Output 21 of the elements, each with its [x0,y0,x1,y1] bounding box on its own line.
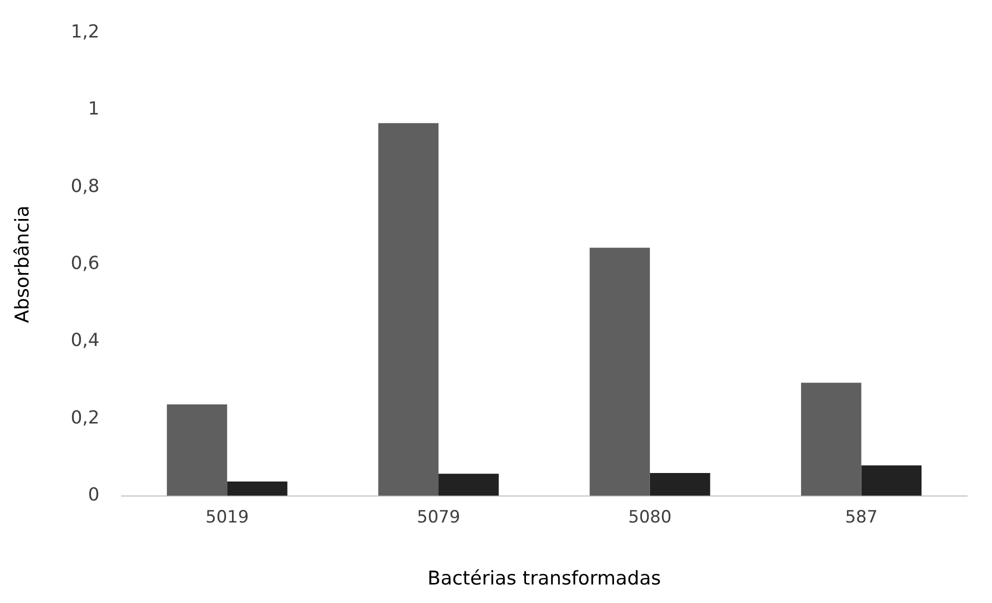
y-tick-label: 0,8 [70,176,100,197]
y-axis-title: Absorbância [11,206,34,324]
y-tick-label: 0,2 [70,407,100,428]
x-axis-title: Bactérias transformadas [428,568,661,590]
y-tick-label: 0 [88,484,100,506]
bar [590,248,650,496]
y-tick-label: 0,4 [70,330,100,352]
bar [650,473,710,496]
bar [438,474,499,496]
bar [227,482,288,496]
y-tick-label: 1 [88,98,100,120]
x-tick-label: 5019 [205,507,249,528]
y-tick-label: 0,6 [70,252,100,274]
x-tick-label: 587 [845,507,878,528]
bar [861,465,922,496]
bar [801,382,862,496]
y-tick-label: 1,2 [70,21,100,42]
bar [166,404,228,496]
bar [378,123,439,496]
x-tick-label: 5080 [628,507,672,528]
x-tick-label: 5079 [416,507,460,528]
